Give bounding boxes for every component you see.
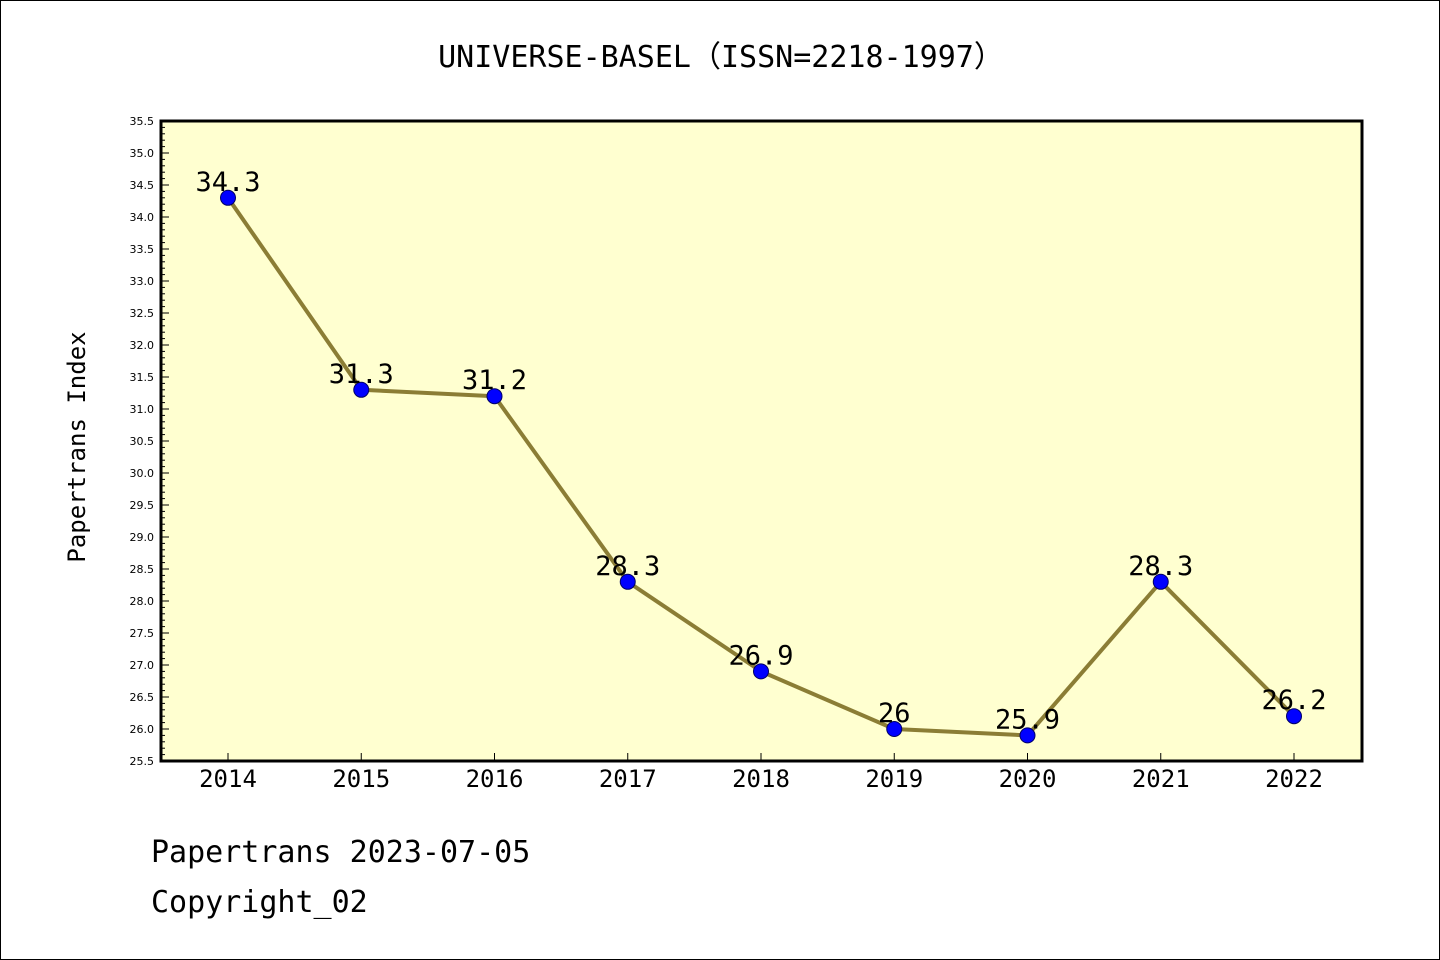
x-tick-label: 2018 (732, 765, 790, 793)
data-label: 25.9 (995, 704, 1060, 735)
data-point (1019, 727, 1036, 744)
data-label: 28.3 (595, 551, 660, 582)
footer-copyright: Copyright_02 (151, 885, 368, 920)
x-tick-label: 2015 (332, 765, 390, 793)
data-label: 26 (878, 698, 911, 729)
x-tick-label: 2014 (199, 765, 257, 793)
data-label: 26.2 (1261, 685, 1326, 716)
y-axis-label: Papertrans Index (63, 331, 91, 562)
y-tick-label: 27.0 (130, 659, 155, 672)
y-tick-label: 30.0 (130, 467, 155, 480)
series-layer: 34.3 31.3 31.2 28.3 26.9 26 25.9 28.3 26.2 (195, 167, 1327, 744)
data-label: 28.3 (1128, 551, 1193, 582)
y-tick-label: 33.5 (130, 243, 155, 256)
y-tick-label: 26.5 (130, 691, 155, 704)
y-tick-label: 33.0 (130, 275, 155, 288)
y-tick-label: 31.5 (130, 371, 155, 384)
data-point (886, 721, 903, 737)
data-point (353, 381, 370, 398)
x-tick-label: 2022 (1265, 765, 1323, 793)
x-tick-label: 2021 (1132, 765, 1190, 793)
data-point (220, 189, 236, 206)
y-tick-label: 32.0 (130, 339, 155, 352)
chart-title: UNIVERSE-BASEL（ISSN=2218-1997） (438, 40, 1004, 75)
plot-area (161, 121, 1362, 761)
y-tick-label: 27.5 (130, 627, 155, 640)
y-tick-label: 35.5 (130, 115, 155, 128)
data-label: 34.3 (195, 167, 260, 198)
data-point (619, 573, 636, 590)
y-tick-label: 30.5 (130, 435, 155, 448)
data-label: 26.9 (728, 640, 793, 671)
plot-border (159, 119, 1364, 763)
x-tick-label: 2019 (865, 765, 923, 793)
y-tick-label: 28.5 (130, 563, 155, 576)
footer-date: Papertrans 2023-07-05 (151, 835, 531, 870)
data-point (1286, 708, 1302, 725)
data-label: 31.3 (329, 359, 394, 390)
x-tick-label: 2016 (466, 765, 524, 793)
x-tick-label: 2020 (999, 765, 1057, 793)
y-tick-label: 28.0 (130, 595, 155, 608)
x-tick-label: 2017 (599, 765, 657, 793)
data-point (486, 388, 503, 405)
y-tick-label: 26.0 (130, 723, 155, 736)
data-label: 31.2 (462, 365, 527, 396)
y-tick-label: 29.5 (130, 499, 155, 512)
axis-layer: 25.5 26.0 26.5 27.0 27.5 28.0 28.5 29.0 29.5 30.0… (130, 115, 1323, 793)
data-point (753, 663, 769, 680)
y-tick-label: 29.0 (130, 531, 155, 544)
y-tick-label: 34.0 (130, 211, 155, 224)
y-tick-label: 35.0 (130, 147, 155, 160)
y-tick-label: 25.5 (130, 755, 155, 768)
y-tick-label: 32.5 (130, 307, 155, 320)
y-tick-label: 34.5 (130, 179, 155, 192)
data-point (1152, 573, 1169, 590)
y-tick-label: 31.0 (130, 403, 155, 416)
